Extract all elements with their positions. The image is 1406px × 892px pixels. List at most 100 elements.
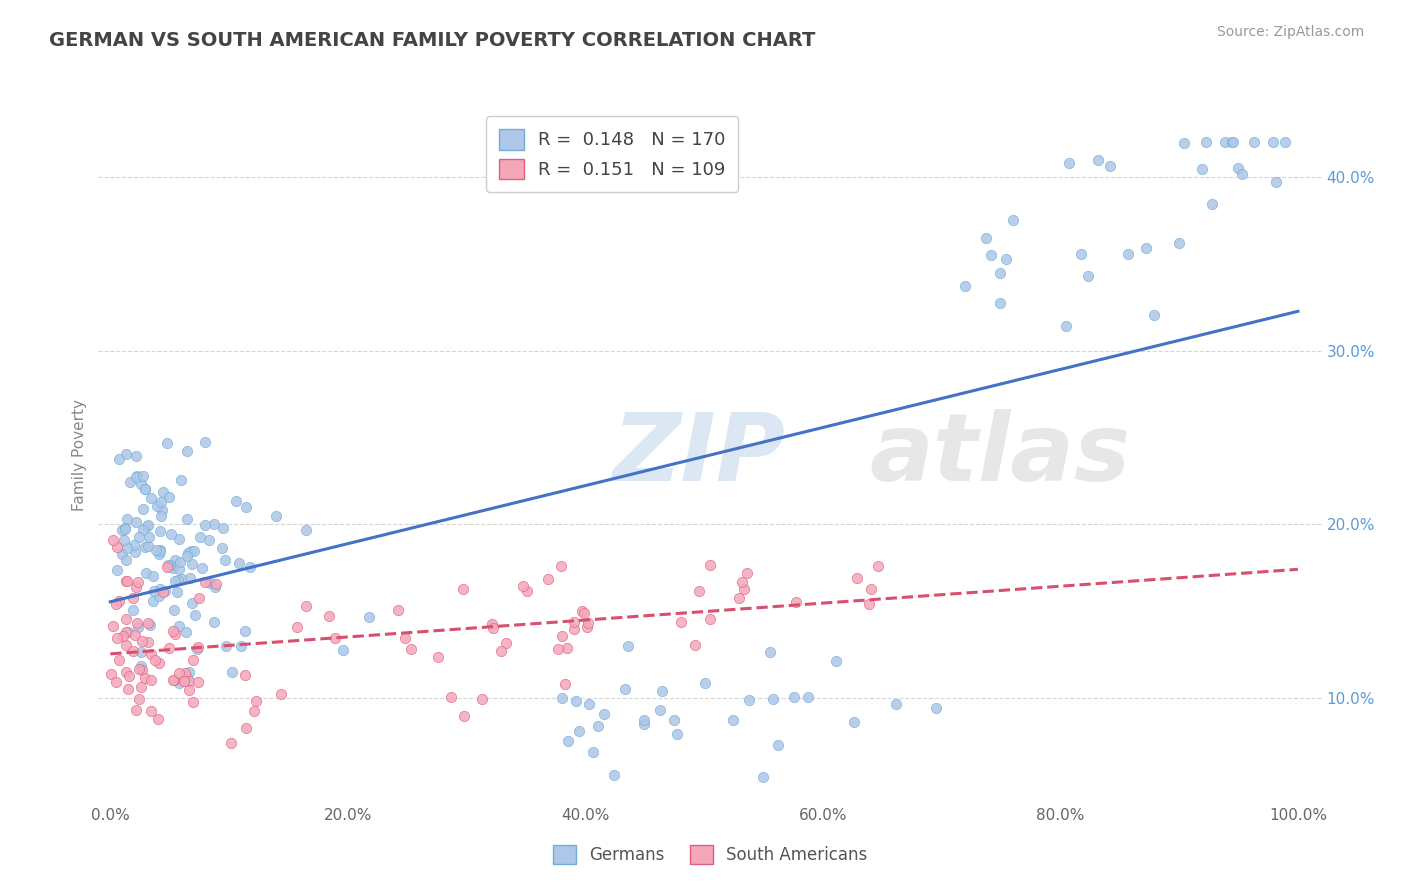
Point	[323, 631, 346, 645]
Point	[114, 612, 136, 626]
Point	[115, 665, 138, 679]
Point	[132, 469, 155, 483]
Point	[572, 606, 595, 620]
Point	[142, 569, 165, 583]
Point	[157, 490, 180, 504]
Point	[357, 610, 380, 624]
Point	[125, 516, 148, 530]
Point	[1201, 196, 1223, 211]
Point	[1087, 153, 1109, 167]
Point	[108, 653, 131, 667]
Point	[194, 517, 217, 532]
Point	[118, 475, 141, 489]
Point	[162, 673, 184, 687]
Point	[1167, 235, 1189, 250]
Point	[235, 500, 257, 514]
Point	[212, 521, 235, 535]
Point	[149, 543, 172, 558]
Point	[156, 560, 179, 574]
Point	[785, 595, 807, 609]
Point	[163, 627, 186, 641]
Point	[1213, 135, 1236, 149]
Point	[489, 644, 512, 658]
Point	[925, 701, 948, 715]
Point	[551, 690, 574, 705]
Point	[124, 703, 146, 717]
Point	[139, 618, 162, 632]
Point	[228, 556, 250, 570]
Point	[200, 576, 222, 591]
Point	[105, 632, 128, 646]
Point	[117, 681, 139, 696]
Point	[108, 594, 131, 608]
Point	[172, 572, 194, 586]
Point	[225, 493, 247, 508]
Point	[122, 591, 145, 605]
Point	[582, 746, 605, 760]
Point	[176, 549, 198, 563]
Text: ZIP: ZIP	[612, 409, 785, 501]
Point	[105, 563, 128, 577]
Point	[550, 558, 572, 573]
Point	[135, 566, 157, 580]
Point	[695, 675, 717, 690]
Point	[571, 604, 593, 618]
Point	[214, 553, 236, 567]
Point	[194, 435, 217, 450]
Point	[115, 541, 138, 555]
Point	[211, 541, 233, 556]
Point	[157, 640, 180, 655]
Point	[1135, 241, 1157, 255]
Point	[184, 607, 207, 622]
Point	[974, 231, 997, 245]
Point	[318, 608, 340, 623]
Point	[105, 674, 128, 689]
Point	[1222, 135, 1244, 149]
Point	[167, 532, 190, 546]
Point	[202, 517, 225, 532]
Point	[108, 451, 131, 466]
Point	[699, 612, 721, 626]
Point	[685, 638, 707, 652]
Point	[295, 523, 318, 537]
Point	[128, 692, 150, 706]
Point	[547, 641, 569, 656]
Point	[204, 576, 226, 591]
Point	[134, 540, 156, 554]
Point	[842, 714, 865, 729]
Point	[955, 279, 977, 293]
Point	[179, 665, 201, 680]
Point	[1195, 135, 1218, 149]
Point	[648, 703, 671, 717]
Point	[177, 546, 200, 560]
Legend: Germans, South Americans: Germans, South Americans	[546, 838, 875, 871]
Point	[759, 645, 782, 659]
Point	[136, 517, 159, 532]
Point	[1191, 161, 1213, 176]
Point	[121, 602, 143, 616]
Point	[145, 543, 167, 558]
Point	[512, 579, 534, 593]
Point	[112, 629, 135, 643]
Point	[134, 483, 156, 497]
Point	[699, 558, 721, 573]
Point	[118, 668, 141, 682]
Point	[111, 524, 134, 538]
Point	[162, 624, 184, 638]
Point	[169, 555, 191, 569]
Point	[481, 621, 503, 635]
Point	[174, 665, 197, 680]
Point	[633, 713, 655, 727]
Point	[233, 624, 256, 638]
Point	[166, 585, 188, 599]
Point	[183, 543, 205, 558]
Point	[136, 540, 159, 554]
Point	[766, 738, 789, 752]
Point	[186, 642, 208, 657]
Point	[988, 266, 1011, 280]
Point	[562, 615, 585, 629]
Point	[564, 694, 586, 708]
Point	[129, 645, 152, 659]
Point	[399, 642, 422, 657]
Point	[1261, 135, 1284, 149]
